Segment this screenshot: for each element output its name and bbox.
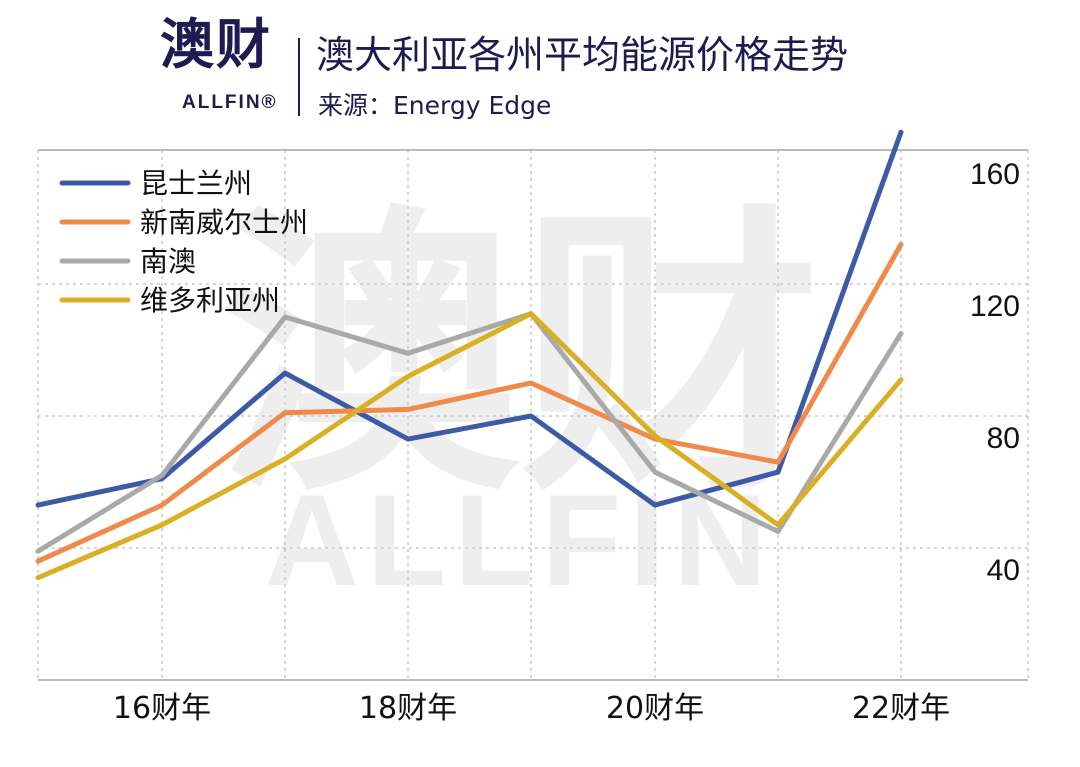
y-tick-label: 40 — [987, 554, 1020, 587]
legend-label: 昆士兰州 — [140, 167, 252, 200]
y-tick-label: 160 — [970, 158, 1020, 191]
series-lines — [35, 129, 904, 581]
series-line-4 — [35, 311, 904, 581]
series-line-2 — [35, 241, 904, 564]
y-tick-label: 120 — [970, 290, 1020, 323]
series-line-3 — [35, 311, 904, 554]
header-divider — [298, 38, 300, 116]
legend-label: 新南威尔士州 — [140, 206, 308, 239]
x-tick-label: 20财年 — [606, 691, 704, 726]
series-line-1 — [35, 129, 904, 508]
x-tick-label: 22财年 — [852, 691, 950, 726]
logo-subtext: ALLFIN® — [182, 92, 278, 113]
legend-label: 维多利亚州 — [140, 284, 280, 317]
legend-label: 南澳 — [140, 245, 196, 278]
y-tick-label: 80 — [987, 422, 1020, 455]
watermark-en: ALLFIN — [265, 467, 775, 613]
grid — [37, 150, 1029, 680]
chart-title: 澳大利亚各州平均能源价格走势 — [316, 33, 849, 77]
x-tick-label: 18财年 — [359, 691, 457, 726]
logo-text: 澳财 — [160, 13, 272, 76]
watermark-cn: 澳财 — [220, 182, 820, 531]
chart-source: 来源：Energy Edge — [318, 91, 552, 120]
axes: 40 80 120 160 16财年 18财年 20财年 22财年 — [38, 149, 1028, 726]
x-tick-label: 16财年 — [113, 691, 211, 726]
watermark: 澳财 ALLFIN — [220, 182, 820, 613]
header: 澳财 ALLFIN® 澳大利亚各州平均能源价格走势 来源：Energy Edge — [0, 0, 1080, 130]
